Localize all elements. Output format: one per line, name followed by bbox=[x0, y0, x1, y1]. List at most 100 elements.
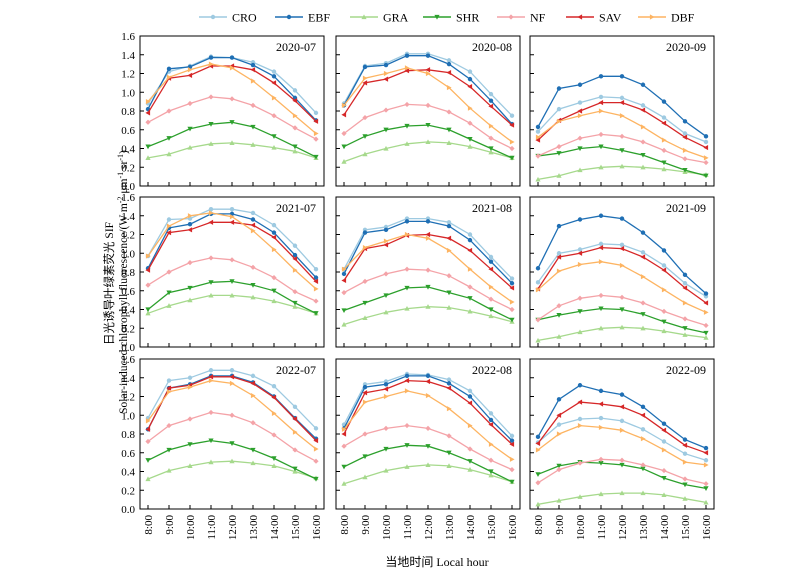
panel-2022-07-point-nf bbox=[250, 420, 256, 426]
panel-2021-08-point-nf bbox=[341, 290, 347, 296]
panel-2022-09-point-cro bbox=[703, 458, 709, 463]
panel-2021-09-title: 2021-09 bbox=[666, 201, 706, 215]
panel-2022-07-point-cro bbox=[313, 426, 319, 431]
panel-2022-08-point-shr bbox=[404, 443, 410, 448]
panel-2022-08-point-shr bbox=[341, 464, 347, 470]
panel-2022-07-point-shr bbox=[166, 447, 172, 453]
panel-2021-08-point-ebf bbox=[488, 259, 494, 264]
panel-2021-08-point-sav bbox=[383, 242, 389, 248]
panel-2021-07-point-gra bbox=[187, 297, 193, 303]
panel-2020-07-point-sav bbox=[271, 80, 277, 86]
panel-2022-08-point-sav bbox=[509, 441, 515, 447]
panel-2020-09-point-cro bbox=[682, 131, 688, 136]
legend-item-ebf: EBF bbox=[275, 11, 330, 25]
panel-2020-07-point-shr bbox=[166, 136, 172, 141]
panel-2020-08-point-cro bbox=[488, 91, 494, 97]
panel-2020-07-point-gra bbox=[208, 141, 214, 146]
panel-2021-09-point-ebf bbox=[577, 217, 583, 222]
panel-2021-08-point-shr bbox=[467, 296, 473, 301]
panel-2022-08-point-sav bbox=[341, 431, 347, 437]
panel-2021-08-point-sav bbox=[446, 235, 452, 241]
panel-2020-08-point-sav bbox=[446, 69, 452, 76]
panel-2021-08-point-gra bbox=[362, 315, 368, 321]
panel-2020-08-point-shr bbox=[446, 127, 452, 133]
panel-2022-08-point-shr bbox=[446, 450, 452, 456]
panel-2021-07-point-dbf bbox=[145, 253, 151, 259]
panel-2020-09-point-dbf bbox=[619, 113, 625, 119]
panel-2021-07-series-nf bbox=[145, 255, 319, 304]
panel-2022-07-point-sav bbox=[250, 380, 256, 386]
panel-2022-09-point-shr bbox=[535, 472, 541, 477]
panel-2022-09-point-nf bbox=[682, 476, 688, 482]
panel-2022-07-ytick-label: 1.4 bbox=[121, 373, 135, 385]
panel-2020-07-point-sav bbox=[292, 98, 298, 104]
panel-2022-08-point-gra bbox=[488, 472, 494, 478]
panel-2021-07-point-ebf bbox=[292, 252, 298, 258]
panel-2022-08-xtick-label: 12:00 bbox=[423, 515, 435, 541]
panel-2021-07-ytick-label: 1.2 bbox=[121, 230, 135, 242]
panel-2022-09-point-gra bbox=[556, 497, 562, 503]
panel-2021-09-point-nf bbox=[703, 322, 709, 329]
panel-2022-09-point-shr bbox=[598, 460, 604, 466]
panel-2021-09-point-dbf bbox=[577, 261, 583, 268]
panel-2022-08-point-dbf bbox=[362, 399, 368, 405]
panel-2020-07-point-nf bbox=[313, 136, 319, 142]
panel-2022-07-point-dbf bbox=[145, 418, 151, 424]
panel-2021-09-point-gra bbox=[598, 325, 604, 331]
panel-2020-09-point-shr bbox=[577, 146, 583, 152]
panel-2021-09-point-nf bbox=[661, 308, 667, 314]
panel-2020-08-point-sav bbox=[383, 76, 389, 82]
panel-2021-07-ytick-label: 1.6 bbox=[121, 192, 135, 204]
panel-2022-09-point-sav bbox=[619, 404, 625, 410]
panel-2020-09-point-sav bbox=[640, 107, 646, 113]
panel-2020-08-point-dbf bbox=[341, 102, 347, 108]
panel-2020-09-point-sav bbox=[703, 144, 709, 151]
panel-2021-07-point-nf bbox=[187, 260, 193, 266]
panel-2022-08-point-sav bbox=[404, 377, 410, 384]
panel-2021-08-point-shr bbox=[341, 308, 347, 314]
panel-2021-09-point-ebf bbox=[556, 223, 562, 229]
y-axis-label: 日光诱导叶绿素荧光 SIF Solar-induced chlorophyll … bbox=[102, 150, 130, 414]
panel-2021-08-point-sav bbox=[467, 247, 473, 254]
panel-2022-07: 0.0 0.2 0.4 0.6 0.8 1.0 1.2 1.4 1.6 8:00 9:00 10:00… bbox=[121, 354, 325, 541]
panel-2021-09: 2021-09 bbox=[529, 196, 715, 348]
panel-2021-07-point-dbf bbox=[313, 286, 319, 292]
panel-2020-08-point-ebf bbox=[446, 61, 452, 67]
panel-2021-08-point-ebf bbox=[425, 219, 431, 224]
panel-2020-07-point-nf bbox=[271, 113, 277, 119]
panel-2021-08-point-cro bbox=[488, 254, 494, 260]
panel-2020-09-point-cro bbox=[577, 100, 583, 105]
panel-2021-09-point-nf bbox=[577, 295, 583, 301]
panel-2020-09-point-cro bbox=[535, 129, 541, 134]
panel-2022-07-xtick-label: 14:00 bbox=[269, 515, 281, 541]
panel-2020-09-point-dbf bbox=[535, 134, 541, 140]
panel-2021-09-point-dbf bbox=[640, 274, 646, 280]
panel-2021-07-point-cro bbox=[292, 243, 298, 248]
panel-2021-09-point-nf bbox=[556, 303, 562, 309]
legend-item-sav: SAV bbox=[566, 11, 622, 25]
legend-marker-dbf bbox=[649, 14, 655, 20]
panel-2021-09-point-gra bbox=[703, 335, 709, 340]
panel-2022-08-point-sav bbox=[362, 390, 368, 396]
panel-2022-09-xtick-label: 14:00 bbox=[659, 515, 671, 541]
panel-2022-08-point-shr bbox=[467, 459, 473, 464]
panel-2022-08-point-sav bbox=[446, 385, 452, 391]
panel-2022-08-point-dbf bbox=[404, 388, 410, 394]
panel-2021-07-series-sav bbox=[145, 219, 319, 284]
panel-2022-08-xtick-label: 14:00 bbox=[465, 515, 477, 541]
panel-2021-07-series-shr bbox=[145, 279, 319, 316]
panel-2021-09-series-cro bbox=[535, 241, 709, 299]
panel-2020-08-point-shr bbox=[509, 155, 515, 161]
panel-2021-09-line-ebf bbox=[537, 215, 707, 295]
panel-2022-08-point-shr bbox=[362, 454, 368, 460]
panel-2020-08-point-shr bbox=[425, 122, 431, 128]
legend-label-shr: SHR bbox=[456, 11, 479, 25]
panel-2020-09-series-dbf bbox=[535, 108, 709, 161]
panel-2021-08-series-dbf bbox=[341, 231, 515, 305]
panel-2022-09-title: 2022-09 bbox=[666, 363, 706, 377]
panel-2021-09-series-nf bbox=[535, 292, 709, 329]
panel-2020-09-point-ebf bbox=[577, 82, 583, 87]
panel-2022-07-point-shr bbox=[145, 458, 151, 463]
panel-2021-09-point-shr bbox=[619, 307, 625, 313]
panel-2020-08-point-sav bbox=[404, 68, 410, 74]
